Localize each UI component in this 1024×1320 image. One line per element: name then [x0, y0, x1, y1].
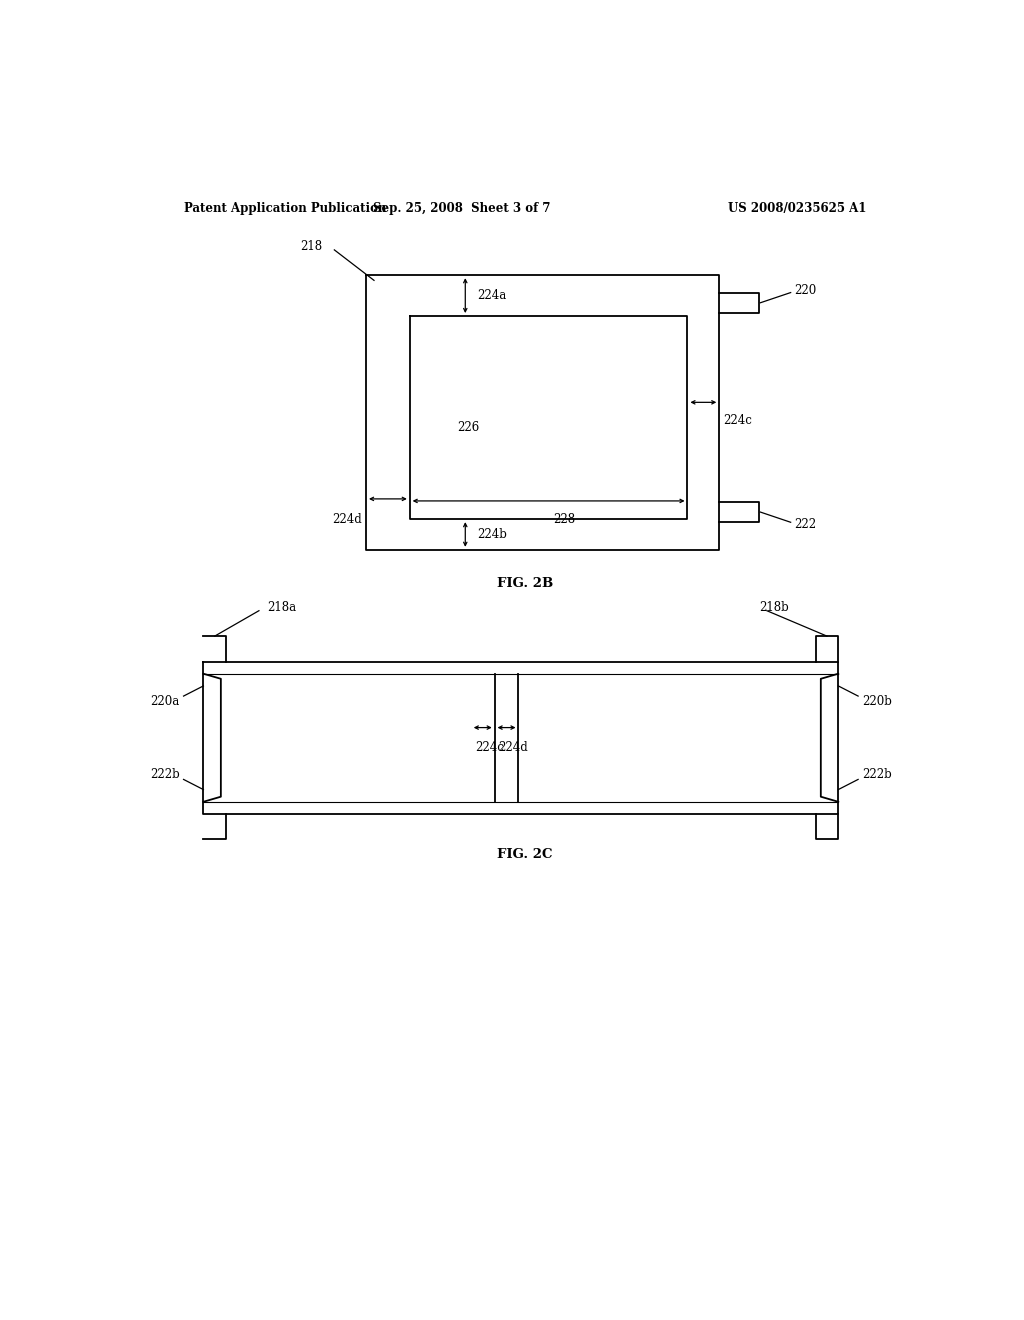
Text: 224c: 224c [475, 742, 504, 755]
Text: 224b: 224b [477, 528, 507, 541]
Text: 224d: 224d [499, 742, 528, 755]
Text: 224c: 224c [723, 414, 752, 428]
Text: US 2008/0235625 A1: US 2008/0235625 A1 [728, 202, 866, 215]
Text: FIG. 2C: FIG. 2C [497, 849, 553, 861]
Text: Patent Application Publication: Patent Application Publication [183, 202, 386, 215]
Text: 220a: 220a [151, 694, 179, 708]
Text: 226: 226 [458, 421, 479, 434]
Text: 222b: 222b [150, 768, 179, 781]
Text: 222: 222 [795, 517, 817, 531]
Text: 228: 228 [553, 512, 575, 525]
Text: 218: 218 [300, 240, 323, 253]
Text: 222b: 222b [862, 768, 892, 781]
Text: 224d: 224d [333, 512, 362, 525]
Text: 218b: 218b [759, 601, 788, 614]
Text: FIG. 2B: FIG. 2B [497, 577, 553, 590]
Text: 224a: 224a [477, 289, 507, 302]
Text: Sep. 25, 2008  Sheet 3 of 7: Sep. 25, 2008 Sheet 3 of 7 [373, 202, 550, 215]
Text: 220: 220 [795, 284, 817, 297]
Text: 218a: 218a [267, 601, 296, 614]
Text: 220b: 220b [862, 694, 892, 708]
